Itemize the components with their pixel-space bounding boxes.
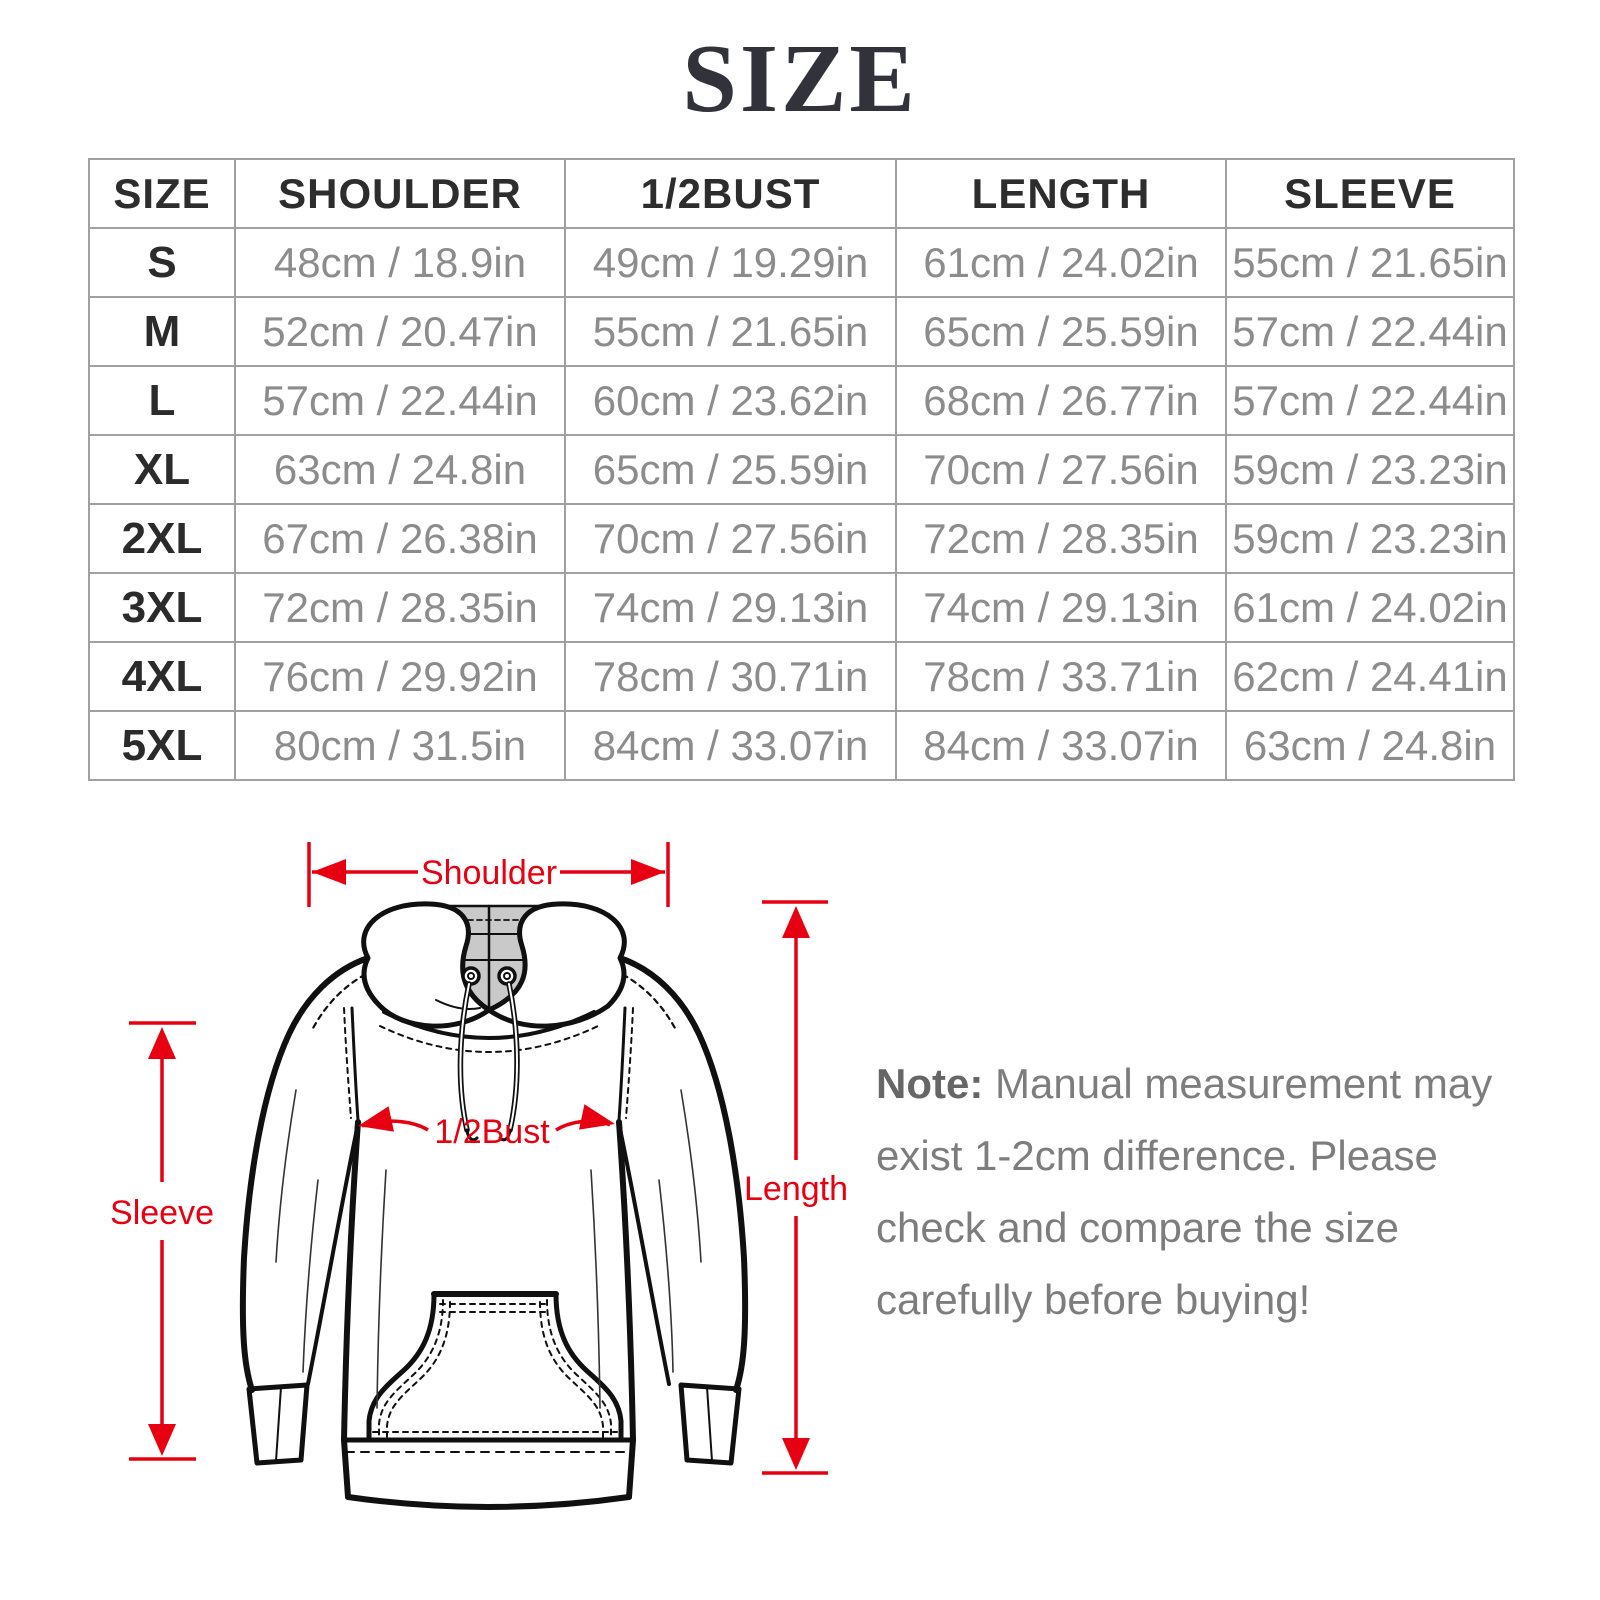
measurement-cell: 74cm / 29.13in [895,572,1227,643]
table-row: M 52cm / 20.47in 55cm / 21.65in 65cm / 25.5… [88,296,1515,367]
bust-label: 1/2Bust [434,1113,550,1151]
size-label-cell: XL [88,434,236,505]
table-row: S 48cm / 18.9in 49cm / 19.29in 61cm / 24.02… [88,227,1515,298]
measurement-arrows [129,842,828,1475]
length-label: Length [744,1170,848,1208]
column-header: LENGTH [895,158,1227,229]
drawstrings [457,981,520,1142]
size-label-cell: L [88,365,236,436]
size-label-cell: 4XL [88,641,236,712]
length-arrow [762,900,828,1475]
arrowhead-right [631,859,665,885]
measurement-cell: 67cm / 26.38in [234,503,566,574]
header-row: SIZE SHOULDER 1/2BUST LENGTH SLEEVE [88,158,1515,229]
size-label-cell: 3XL [88,572,236,643]
measurement-cell: 55cm / 21.65in [1225,227,1515,298]
measurement-cell: 57cm / 22.44in [1225,365,1515,436]
measurement-cell: 76cm / 29.92in [234,641,566,712]
measurement-cell: 68cm / 26.77in [895,365,1227,436]
size-label-cell: 5XL [88,710,236,781]
measurement-cell: 80cm / 31.5in [234,710,566,781]
size-label-cell: 2XL [88,503,236,574]
measurement-cell: 57cm / 22.44in [234,365,566,436]
arrowhead-up [148,1027,176,1059]
table-row: L 57cm / 22.44in 60cm / 23.62in 68cm / 26.7… [88,365,1515,436]
measurement-cell: 48cm / 18.9in [234,227,566,298]
note-label: Note: [876,1060,984,1107]
page-title: SIZE [682,25,918,133]
measurement-cell: 52cm / 20.47in [234,296,566,367]
size-label-cell: M [88,296,236,367]
measurement-cell: 62cm / 24.41in [1225,641,1515,712]
hoodie-measurement-diagram: Shoulder 1/2Bust Length Sleeve [110,842,848,1510]
note-text: Note: Manual measurement may exist 1-2cm… [876,1048,1506,1336]
measurement-cell: 84cm / 33.07in [564,710,897,781]
column-header: 1/2BUST [564,158,897,229]
size-table: SIZE SHOULDER 1/2BUST LENGTH SLEEVE S 48cm / … [88,158,1515,781]
arrowhead-right [579,1104,615,1130]
note-body: Manual measurement may exist 1-2cm diffe… [876,1060,1493,1323]
measurement-cell: 78cm / 30.71in [564,641,897,712]
sleeve-arrow [129,1021,196,1461]
measurement-cell: 57cm / 22.44in [1225,296,1515,367]
shoulder-label: Shoulder [421,854,557,892]
measurement-cell: 55cm / 21.65in [564,296,897,367]
measurement-cell: 65cm / 25.59in [895,296,1227,367]
measurement-cell: 49cm / 19.29in [564,227,897,298]
arrowhead-left [358,1106,394,1132]
measurement-cell: 61cm / 24.02in [895,227,1227,298]
measurement-cell: 84cm / 33.07in [895,710,1227,781]
arrowhead-down [782,1438,810,1470]
measurement-cell: 65cm / 25.59in [564,434,897,505]
drawstring-eyelet [497,966,517,986]
column-header: SIZE [88,158,236,229]
measurement-cell: 74cm / 29.13in [564,572,897,643]
measurement-cell: 72cm / 28.35in [895,503,1227,574]
size-table-body: S 48cm / 18.9in 49cm / 19.29in 61cm / 24.02… [88,227,1515,781]
measurement-cell: 63cm / 24.8in [234,434,566,505]
arrowhead-up [782,906,810,938]
measurement-cell: 78cm / 33.71in [895,641,1227,712]
measurement-cell: 70cm / 27.56in [895,434,1227,505]
table-row: 4XL 76cm / 29.92in 78cm / 30.71in 78cm / 33… [88,641,1515,712]
arrowhead-left [312,859,346,885]
sleeve-label: Sleeve [110,1194,214,1232]
measurement-cell: 63cm / 24.8in [1225,710,1515,781]
column-header: SHOULDER [234,158,566,229]
table-row: 3XL 72cm / 28.35in 74cm / 29.13in 74cm / 29… [88,572,1515,643]
measurement-cell: 59cm / 23.23in [1225,503,1515,574]
arrowhead-down [148,1424,176,1456]
table-row: XL 63cm / 24.8in 65cm / 25.59in 70cm / 27.5… [88,434,1515,505]
size-label-cell: S [88,227,236,298]
column-header: SLEEVE [1225,158,1515,229]
hoodie-line-art [239,901,749,1510]
measurement-cell: 61cm / 24.02in [1225,572,1515,643]
table-row: 2XL 67cm / 26.38in 70cm / 27.56in 72cm / 28… [88,503,1515,574]
measurement-cell: 70cm / 27.56in [564,503,897,574]
measurement-cell: 60cm / 23.62in [564,365,897,436]
measurement-cell: 72cm / 28.35in [234,572,566,643]
size-table-header: SIZE SHOULDER 1/2BUST LENGTH SLEEVE [88,158,1515,229]
shoulder-arrow [307,842,670,907]
bust-arrow [358,1104,615,1132]
drawstring-eyelet [461,966,481,986]
measurement-cell: 59cm / 23.23in [1225,434,1515,505]
table-row: 5XL 80cm / 31.5in 84cm / 33.07in 84cm / 33.… [88,710,1515,781]
